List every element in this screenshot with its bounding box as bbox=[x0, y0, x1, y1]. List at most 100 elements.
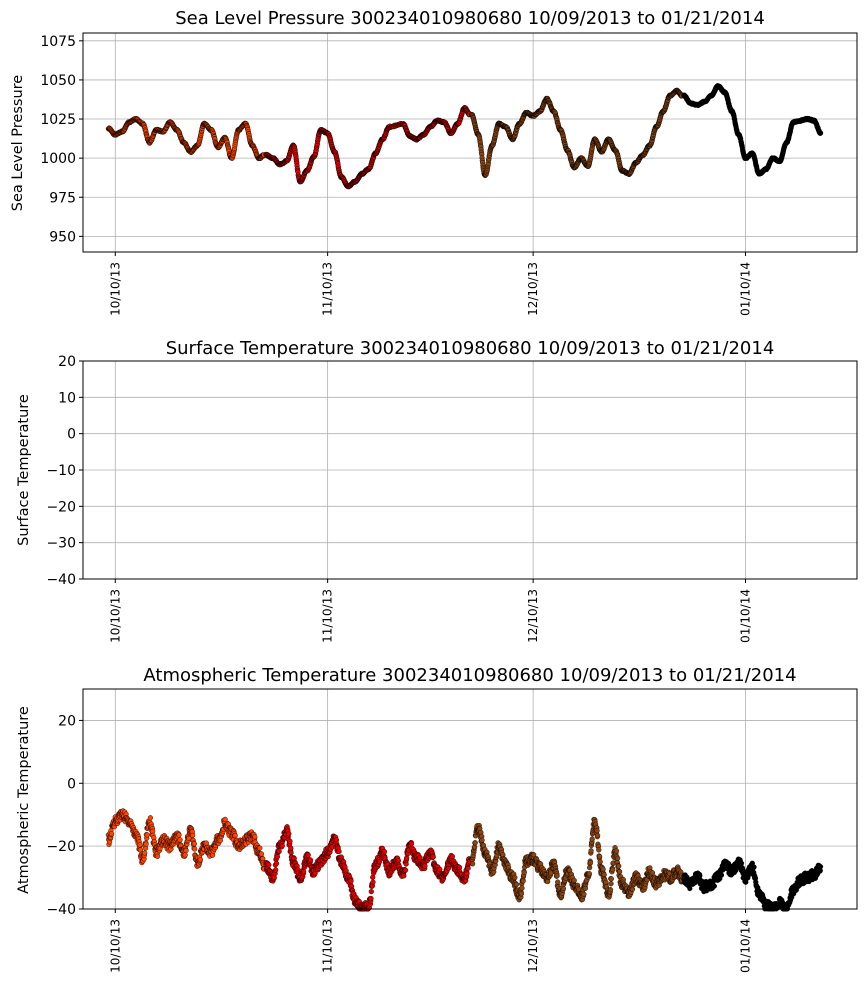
series-oct bbox=[105, 115, 267, 162]
x-tick-label: 01/10/14 bbox=[738, 262, 752, 316]
data-point bbox=[649, 870, 656, 876]
data-point bbox=[252, 834, 258, 840]
y-tick-label: 1050 bbox=[40, 73, 76, 89]
data-point bbox=[554, 873, 560, 879]
data-point bbox=[307, 857, 314, 863]
data-point bbox=[581, 891, 587, 897]
data-point bbox=[279, 843, 285, 849]
data-point bbox=[596, 847, 602, 853]
data-point bbox=[182, 852, 188, 858]
data-point bbox=[519, 885, 525, 891]
data-point bbox=[336, 848, 342, 855]
x-tick-label: 10/10/13 bbox=[108, 589, 122, 643]
data-point bbox=[376, 859, 383, 865]
data-point bbox=[370, 874, 376, 880]
data-point bbox=[595, 832, 601, 839]
grid bbox=[83, 360, 857, 580]
data-point bbox=[718, 872, 725, 878]
data-points bbox=[105, 83, 824, 190]
data-point bbox=[348, 878, 354, 884]
panel-surface-temperature: Surface Temperature 300234010980680 10/0… bbox=[16, 338, 858, 643]
y-tick-label: 1000 bbox=[40, 151, 76, 167]
chart-title: Surface Temperature 300234010980680 10/0… bbox=[166, 338, 775, 359]
data-point bbox=[576, 886, 582, 892]
data-point bbox=[817, 130, 824, 136]
data-point bbox=[137, 842, 143, 848]
data-point bbox=[610, 867, 616, 873]
data-point bbox=[276, 848, 282, 854]
data-point bbox=[545, 878, 551, 885]
grid bbox=[83, 689, 857, 910]
chart-title: Sea Level Pressure 300234010980680 10/09… bbox=[175, 8, 765, 29]
series-dec bbox=[468, 816, 685, 903]
data-point bbox=[422, 863, 428, 869]
data-point bbox=[258, 851, 265, 857]
data-point bbox=[616, 863, 622, 869]
data-point bbox=[287, 838, 293, 844]
y-tick-label: −10 bbox=[46, 463, 76, 479]
x-tick-label: 12/10/13 bbox=[526, 589, 540, 643]
data-point bbox=[587, 860, 594, 866]
data-point bbox=[286, 831, 292, 837]
x-tick-label: 01/10/14 bbox=[738, 589, 752, 643]
series-jan bbox=[681, 856, 824, 912]
data-point bbox=[465, 865, 471, 871]
data-point bbox=[408, 840, 415, 847]
y-tick-label: 20 bbox=[58, 354, 76, 370]
data-point bbox=[521, 869, 527, 875]
data-point bbox=[588, 848, 594, 854]
x-ticks: 10/10/13 11/10/13 12/10/13 01/10/14 bbox=[108, 579, 752, 643]
x-tick-label: 12/10/13 bbox=[526, 262, 540, 316]
data-point bbox=[738, 860, 745, 866]
y-axis-label: Surface Temperature bbox=[16, 394, 32, 546]
y-tick-label: −20 bbox=[46, 499, 76, 515]
data-point bbox=[273, 867, 279, 873]
data-point bbox=[613, 848, 620, 854]
data-point bbox=[370, 879, 376, 885]
y-tick-label: 1025 bbox=[40, 112, 76, 128]
data-point bbox=[273, 860, 280, 867]
data-point bbox=[472, 840, 478, 846]
data-point bbox=[711, 883, 717, 889]
x-ticks: 10/10/13 11/10/13 12/10/13 01/10/14 bbox=[108, 252, 752, 316]
data-point bbox=[183, 847, 189, 854]
data-point bbox=[368, 889, 374, 895]
grid bbox=[83, 33, 857, 252]
y-tick-label: 1075 bbox=[40, 34, 76, 50]
data-point bbox=[464, 870, 470, 877]
data-point bbox=[603, 879, 609, 885]
data-point bbox=[305, 852, 311, 858]
data-point bbox=[147, 815, 153, 821]
data-point bbox=[257, 845, 263, 851]
x-tick-label: 10/10/13 bbox=[108, 262, 122, 316]
data-point bbox=[571, 877, 577, 883]
data-point bbox=[600, 866, 606, 872]
data-points bbox=[105, 808, 824, 912]
data-point bbox=[479, 837, 485, 843]
data-point bbox=[402, 867, 409, 873]
data-point bbox=[513, 881, 520, 888]
data-point bbox=[381, 848, 388, 855]
y-tick-label: 0 bbox=[67, 427, 76, 443]
data-point bbox=[617, 869, 623, 875]
series-jan bbox=[681, 83, 824, 177]
data-point bbox=[449, 853, 455, 860]
chart-title: Atmospheric Temperature 300234010980680 … bbox=[143, 665, 796, 686]
data-point bbox=[177, 837, 183, 843]
data-point bbox=[203, 840, 209, 846]
data-point bbox=[108, 831, 115, 837]
data-point bbox=[191, 841, 197, 847]
x-tick-label: 11/10/13 bbox=[321, 262, 335, 316]
data-point bbox=[274, 854, 280, 860]
data-point bbox=[288, 845, 294, 851]
data-point bbox=[401, 873, 407, 879]
data-point bbox=[430, 854, 436, 860]
data-point bbox=[607, 887, 614, 893]
data-point bbox=[615, 855, 621, 861]
data-point bbox=[232, 832, 238, 839]
data-point bbox=[197, 857, 203, 863]
data-point bbox=[629, 886, 636, 892]
y-tick-label: 10 bbox=[58, 390, 76, 406]
y-axis-label: Sea Level Pressure bbox=[10, 75, 26, 211]
